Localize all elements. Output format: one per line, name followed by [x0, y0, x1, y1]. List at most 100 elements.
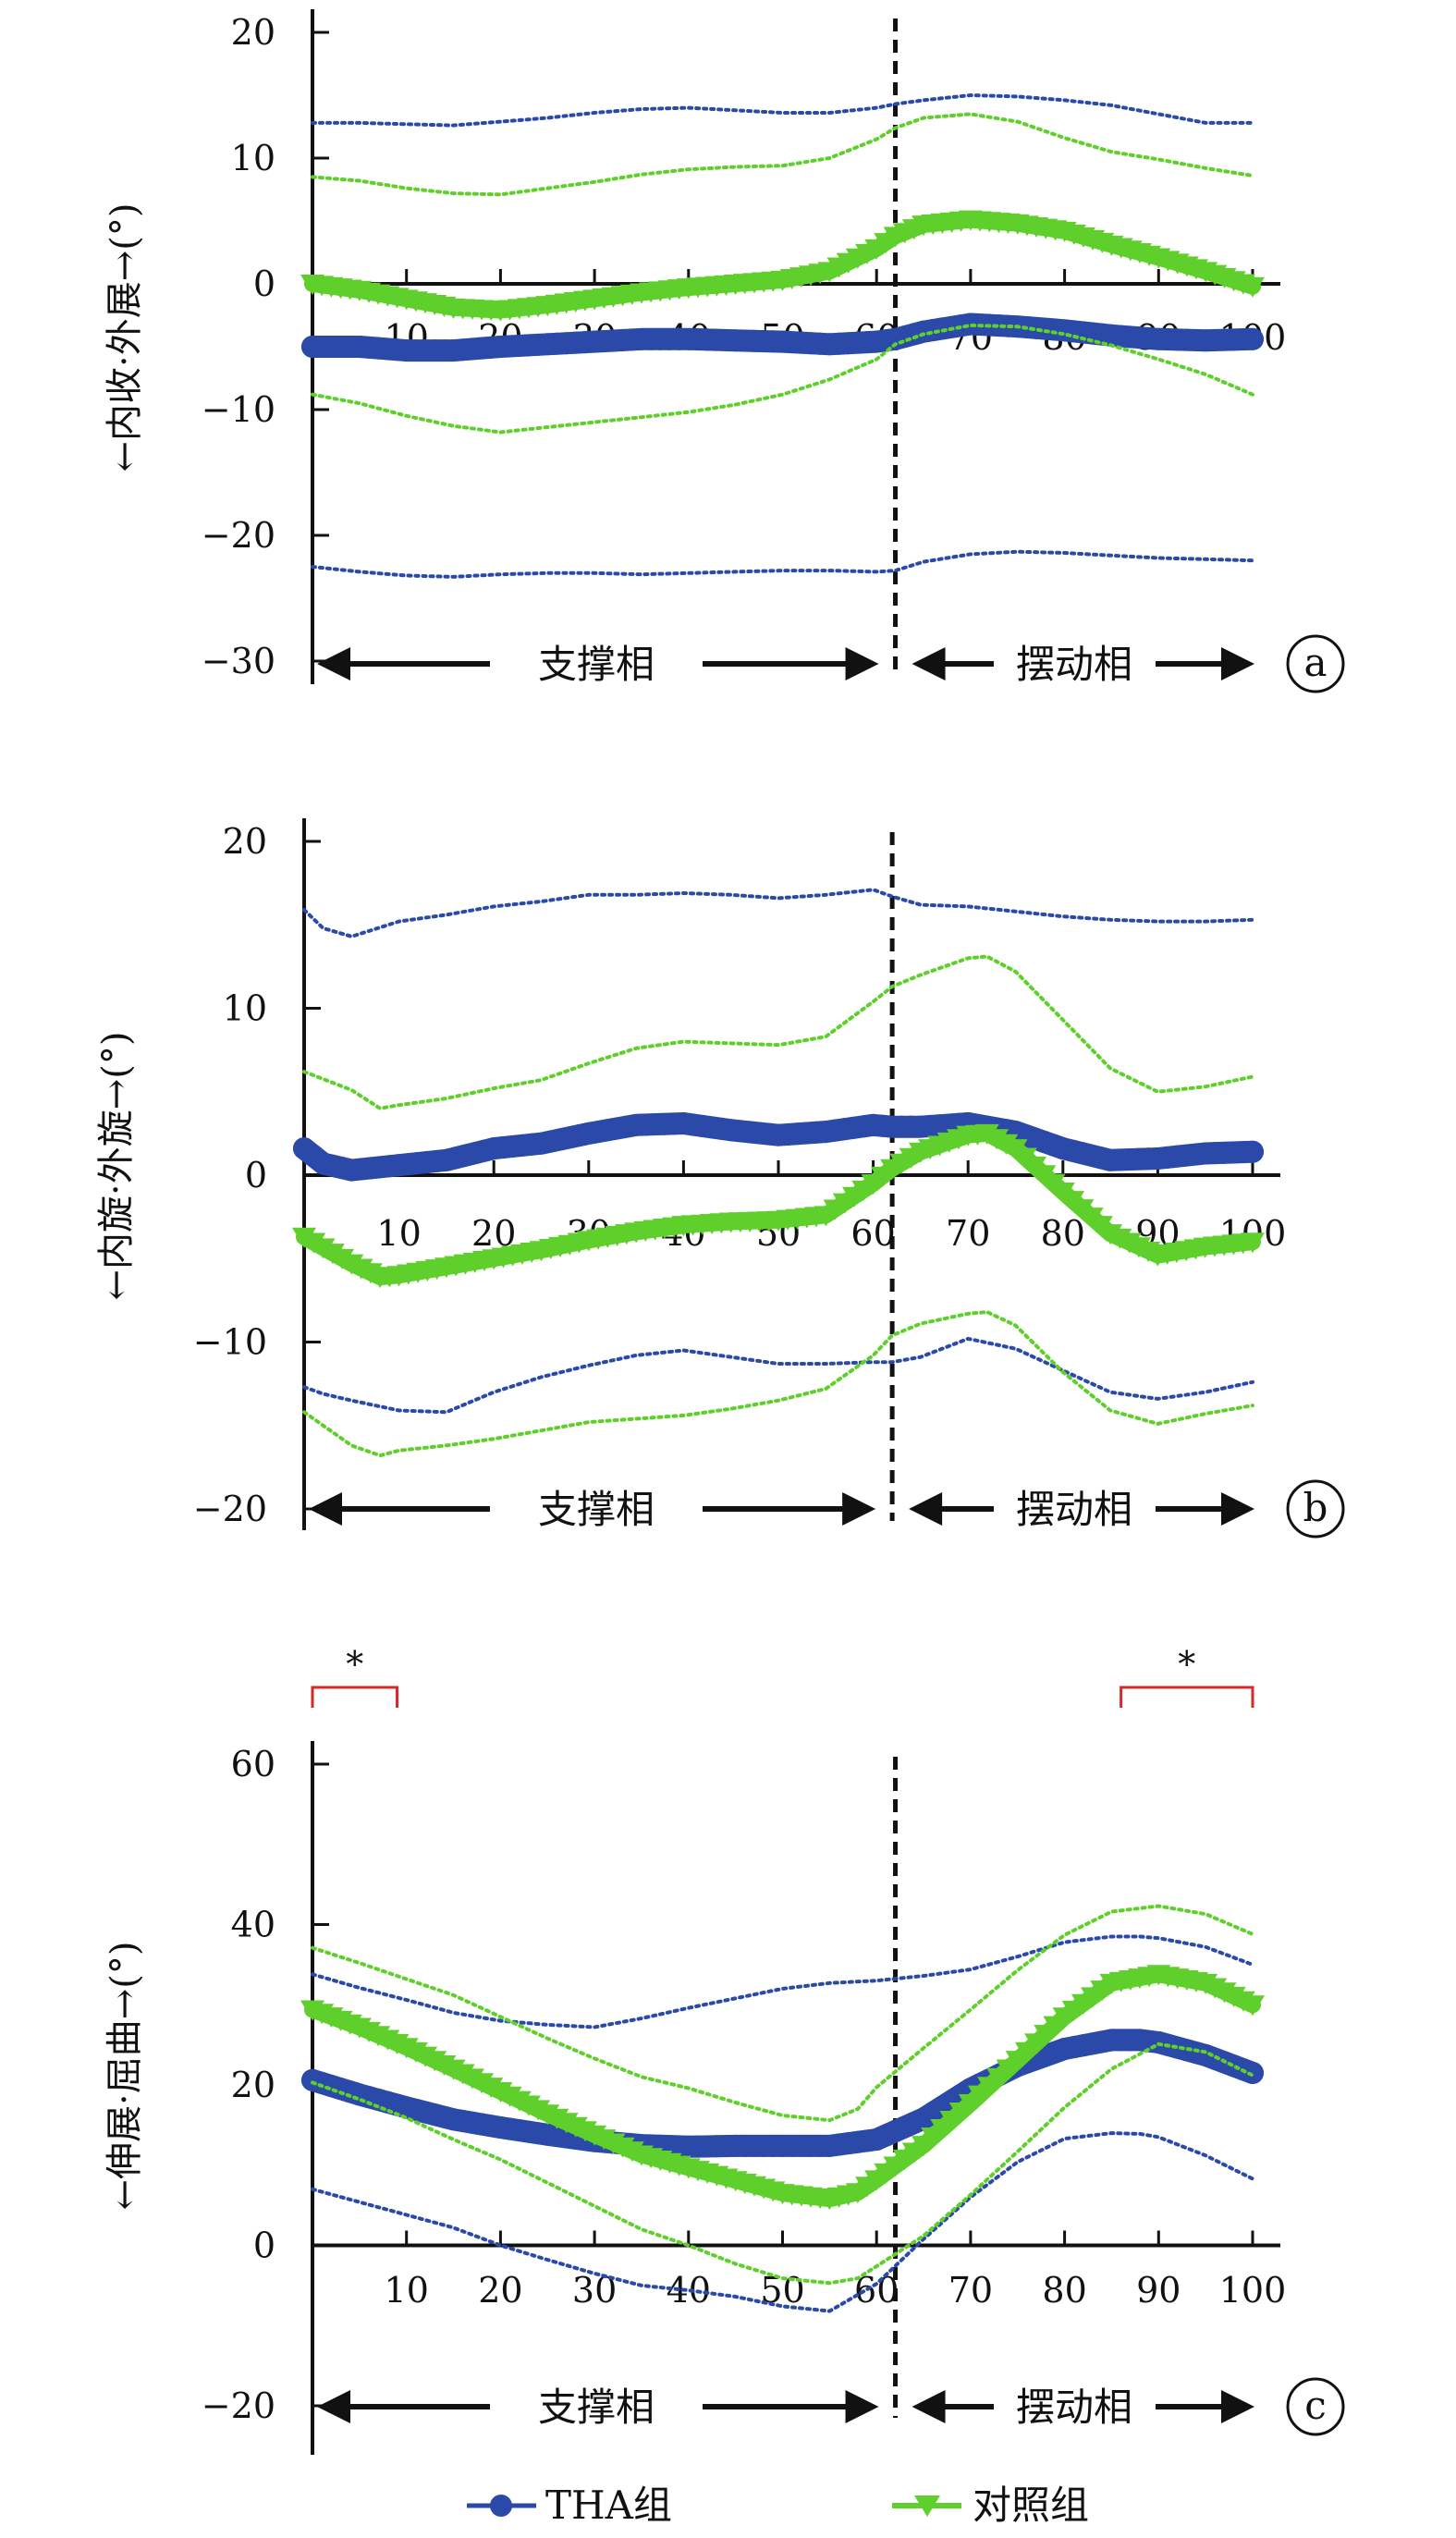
data-point: [311, 1238, 336, 1259]
significance-bracket: [1120, 1686, 1254, 1708]
sd-upper-line: [311, 92, 1254, 128]
x-tick-label: 70: [946, 1213, 990, 1254]
stance-arrow-right-head: [845, 2390, 879, 2423]
sd-lower-line: [311, 323, 1254, 435]
y-tick-label: 0: [253, 264, 275, 304]
sd-upper-line: [311, 112, 1254, 197]
x-tick-label: 10: [376, 1213, 421, 1254]
y-tick-label: 20: [231, 2065, 275, 2105]
data-point: [1241, 276, 1265, 298]
legend-item-control: 对照组: [892, 2483, 1089, 2528]
data-point: [1241, 1995, 1265, 2017]
data-point: [1242, 2061, 1264, 2084]
x-tick-label: 60: [850, 1213, 895, 1254]
phase-annotation: 支撑相 摆动相: [317, 642, 1254, 687]
series-tha: [293, 888, 1264, 1415]
x-tick-label: 50: [760, 2270, 804, 2311]
panel-badge-label: b: [1303, 1485, 1328, 1530]
stance-phase-label: 支撑相: [538, 642, 655, 687]
y-tick-label: −10: [202, 389, 275, 430]
panel-badge: [1286, 2377, 1345, 2436]
sd-upper-line: [311, 1934, 1254, 2029]
sd-lower-line: [311, 549, 1254, 579]
swing-arrow-left-head: [912, 647, 946, 680]
panel-b: 20100−10−20←内旋·外旋→(°)1020304050607080901…: [95, 818, 1345, 1539]
x-tick-label: 70: [948, 2270, 993, 2311]
stance-arrow-right-head: [842, 1492, 876, 1526]
x-tick-label: 10: [385, 2270, 429, 2311]
y-axis-title: ←内旋·外旋→(°): [95, 1032, 138, 1301]
data-point: [320, 1244, 345, 1265]
swing-phase-label: 摆动相: [1016, 1487, 1132, 1532]
significance-star: *: [1178, 1644, 1195, 1685]
swing-arrow-left-head: [909, 1492, 943, 1526]
panel-badge: [1286, 1479, 1345, 1539]
swing-arrow-right-head: [1221, 647, 1254, 680]
stance-arrow-left-head: [317, 647, 350, 680]
legend-marker-control: [914, 2495, 940, 2517]
x-tick-label: 80: [1041, 1213, 1085, 1254]
series-control: [300, 1904, 1265, 2286]
panel-badge: [1286, 634, 1345, 693]
data-point: [1241, 1232, 1265, 1254]
legend-label-control: 对照组: [973, 2483, 1089, 2528]
legend-marker-tha: [490, 2495, 512, 2517]
swing-arrow-right-head: [1221, 2390, 1254, 2423]
y-tick-label: 20: [231, 12, 275, 53]
swing-arrow-left-head: [912, 2390, 946, 2423]
data-point: [330, 1248, 355, 1269]
sd-lower-line: [311, 2041, 1254, 2286]
y-tick-label: −20: [193, 1489, 267, 1529]
legend-item-tha: THA组: [467, 2483, 672, 2528]
y-tick-label: −20: [202, 515, 275, 556]
swing-phase-label: 摆动相: [1016, 642, 1132, 687]
data-point: [1242, 327, 1264, 350]
y-tick-label: 10: [231, 138, 275, 178]
x-tick-label: 100: [1219, 2270, 1287, 2311]
panel-a: 20100−10−20−30←内收·外展→(°)1020304050607080…: [104, 9, 1345, 693]
mean-line: [304, 1966, 1261, 2208]
sd-upper-line: [302, 954, 1254, 1110]
significance-bracket: [311, 1686, 399, 1708]
stance-phase-label: 支撑相: [538, 1487, 655, 1532]
data-point: [1242, 1140, 1264, 1163]
x-tick-label: 90: [1136, 2270, 1181, 2311]
sd-upper-line: [311, 1904, 1254, 2123]
y-tick-label: −20: [202, 2385, 275, 2426]
sd-upper-line: [302, 888, 1254, 938]
phase-annotation: 支撑相 摆动相: [317, 2385, 1254, 2430]
y-tick-label: −30: [202, 641, 275, 681]
sd-lower-line: [302, 1309, 1254, 1458]
stance-arrow-right-head: [845, 647, 879, 680]
y-tick-label: 0: [253, 2225, 275, 2266]
swing-arrow-right-head: [1221, 1492, 1254, 1526]
stance-arrow-left-head: [317, 2390, 350, 2423]
series-control: [292, 954, 1265, 1458]
stance-arrow-left-head: [309, 1492, 342, 1526]
sd-lower-line: [311, 2131, 1254, 2313]
legend-label-tha: THA组: [545, 2483, 672, 2528]
swing-phase-label: 摆动相: [1016, 2385, 1132, 2430]
stance-phase-label: 支撑相: [538, 2385, 655, 2430]
x-tick-label: 80: [1042, 2270, 1086, 2311]
data-point: [292, 1227, 316, 1248]
series-control: [300, 112, 1265, 435]
y-tick-label: 40: [231, 1905, 275, 1945]
series-tha: [301, 92, 1264, 579]
data-point: [301, 1232, 326, 1254]
phase-annotation: 支撑相 摆动相: [309, 1487, 1254, 1532]
significance-star: *: [346, 1644, 363, 1685]
y-tick-label: 10: [223, 988, 267, 1029]
x-tick-label: 60: [854, 2270, 899, 2311]
sd-lower-line: [302, 1336, 1254, 1415]
legend: THA组 对照组: [467, 2483, 1089, 2528]
x-tick-label: 20: [478, 2270, 522, 2311]
y-axis-title: ←伸展·屈曲→(°): [104, 1942, 146, 2211]
panel-badge-label: a: [1303, 640, 1327, 685]
y-tick-label: −10: [193, 1322, 267, 1363]
panel-badge-label: c: [1304, 2383, 1327, 2428]
y-tick-label: 20: [223, 821, 267, 862]
y-axis-title: ←内收·外展→(°): [104, 203, 146, 472]
